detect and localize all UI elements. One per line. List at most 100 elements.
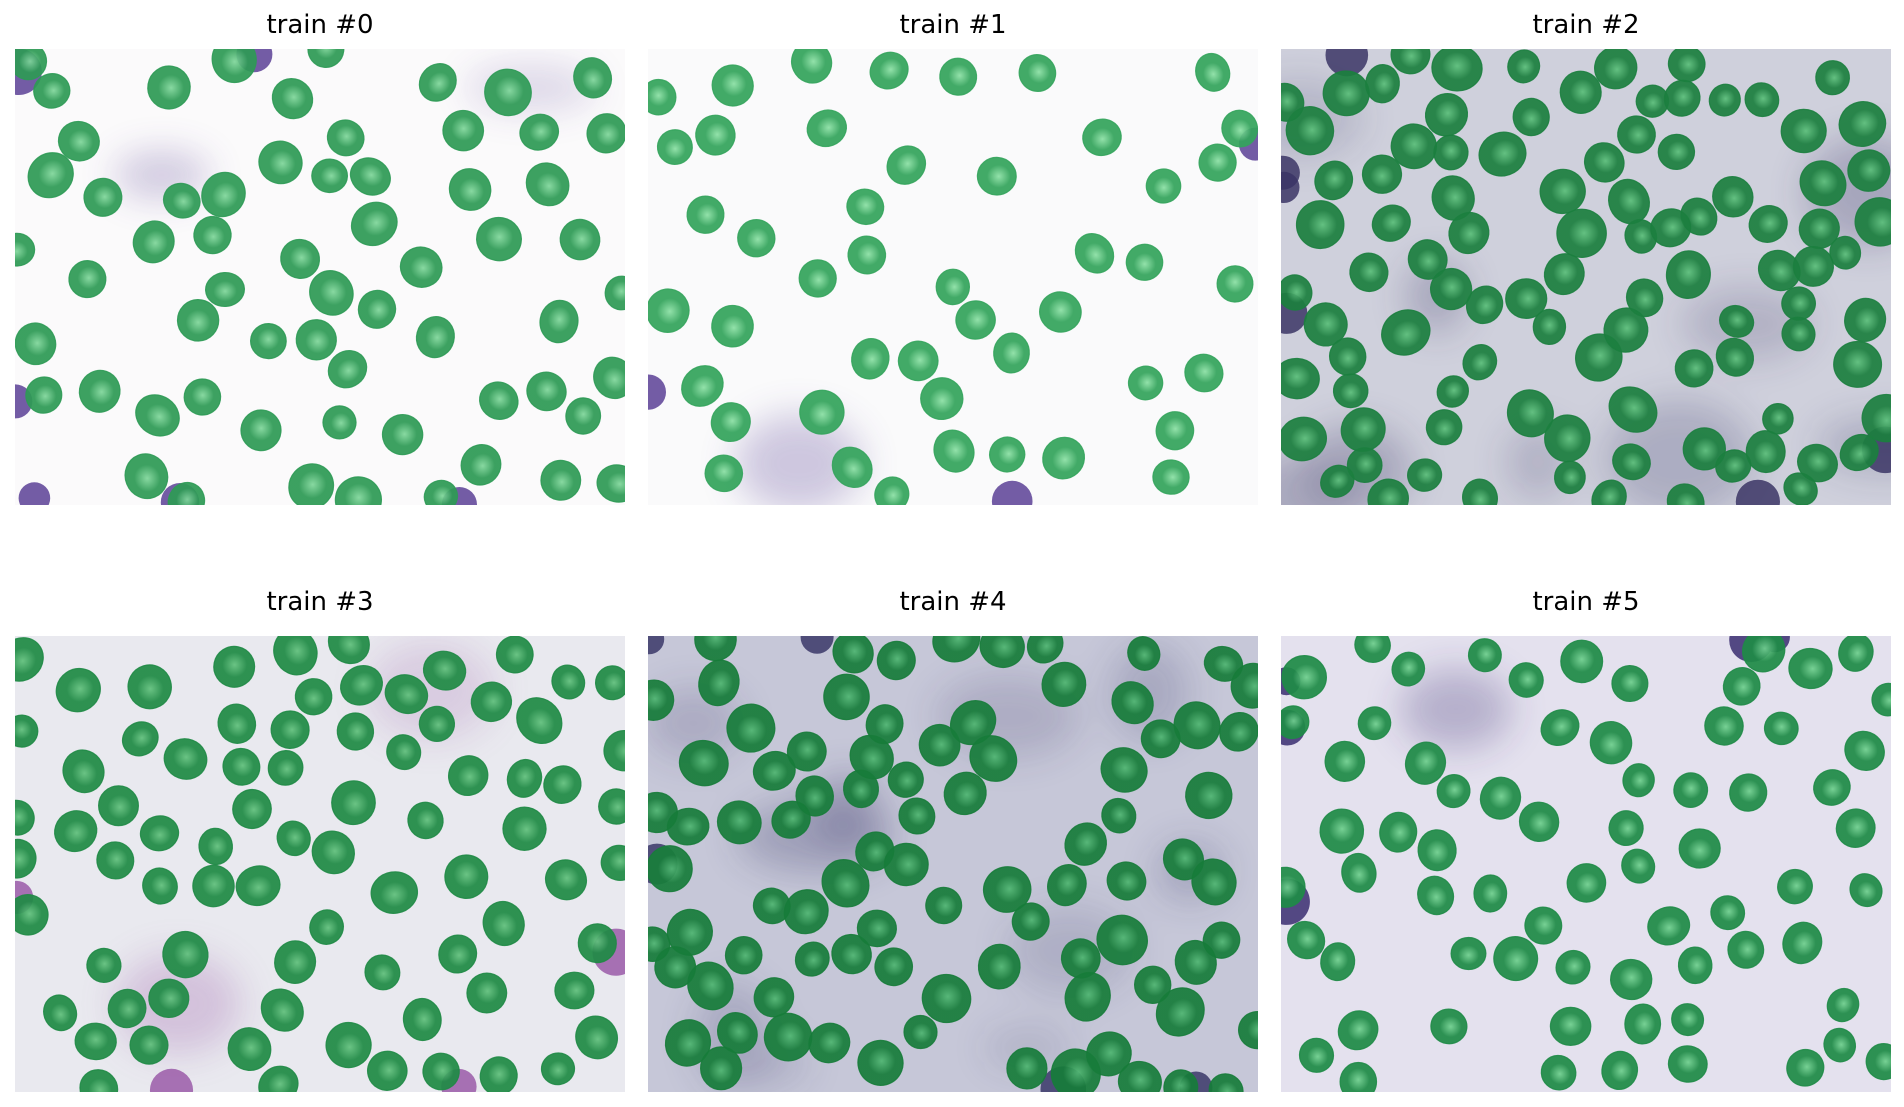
segmentation-masks [1281, 636, 1891, 1092]
cell-mask [1006, 1047, 1048, 1090]
cell-mask [1729, 773, 1768, 812]
panel-title: train #2 [1532, 10, 1640, 40]
cell-mask [1663, 79, 1701, 117]
cell-mask [865, 704, 904, 745]
blood-smear-svg [648, 636, 1258, 1092]
cell-mask [288, 463, 335, 505]
cell-mask [593, 356, 625, 400]
cell-mask [327, 636, 370, 665]
cell-mask [846, 188, 885, 226]
cell-mask [1221, 109, 1258, 148]
cell-mask [340, 665, 383, 706]
cell-mask [1117, 1060, 1162, 1092]
cell-mask [124, 453, 169, 500]
cell-mask [15, 714, 39, 748]
cell-mask [1152, 459, 1190, 495]
cell-mask [325, 1022, 372, 1069]
cell-mask [594, 665, 625, 701]
cell-mask [1322, 70, 1370, 117]
panel-title: train #0 [266, 10, 374, 40]
cell-mask [1556, 208, 1607, 259]
cell-mask [402, 997, 442, 1042]
segmentation-masks [15, 49, 625, 505]
cell-mask [1624, 1003, 1662, 1045]
cell-mask [211, 49, 257, 84]
cell-mask [15, 322, 57, 366]
cell-mask [1039, 291, 1082, 333]
cell-mask [989, 436, 1026, 473]
cell-mask [648, 845, 693, 893]
cell-mask [1320, 942, 1356, 982]
cell-mask [139, 815, 180, 852]
cell-mask [874, 947, 914, 987]
cell-mask [1106, 861, 1147, 901]
cell-mask [1608, 386, 1658, 433]
cell-mask [334, 476, 382, 505]
cell-mask [1390, 123, 1437, 170]
cell-mask [466, 972, 508, 1014]
cell-mask [506, 758, 543, 798]
cell-mask [887, 761, 924, 798]
cell-mask [554, 971, 595, 1010]
cell-mask [540, 1052, 576, 1086]
cell-mask [1328, 337, 1367, 376]
cell-mask [1518, 801, 1560, 843]
cell-mask [1018, 54, 1057, 92]
segmentation-masks [15, 636, 625, 1092]
cell-mask [664, 1019, 712, 1067]
cell-mask [1286, 920, 1326, 960]
cell-mask [1133, 965, 1172, 1004]
cell-mask [1799, 160, 1847, 207]
cell-mask [1357, 706, 1392, 741]
cell-mask [1479, 776, 1522, 820]
cell-mask [422, 650, 467, 691]
cell-mask [979, 636, 1025, 669]
cell-mask [270, 710, 310, 750]
cell-mask [1100, 747, 1148, 793]
cell-mask [1381, 309, 1431, 356]
cell-mask [695, 114, 736, 156]
cell-mask [977, 943, 1021, 990]
cell-mask [1650, 208, 1692, 248]
cell-mask [1298, 1037, 1335, 1073]
cell-mask [1792, 245, 1834, 287]
cell-mask [1715, 449, 1752, 483]
cell-mask [132, 220, 175, 264]
segmentation-masks [1281, 49, 1891, 505]
cell-mask [43, 994, 78, 1032]
cell-mask [932, 636, 981, 663]
cell-mask [1583, 142, 1625, 183]
cell-mask [1391, 651, 1426, 687]
cell-mask [1666, 483, 1705, 505]
cell-mask [1493, 936, 1539, 982]
cell-mask [1508, 662, 1544, 698]
cell-mask [1026, 636, 1064, 664]
cell-mask [704, 454, 744, 493]
segmentation-masks [648, 49, 1258, 505]
cell-mask [925, 886, 963, 925]
cell-mask [666, 908, 713, 956]
cell-mask [1555, 949, 1591, 985]
cell-mask [15, 838, 37, 879]
cell-mask [897, 340, 939, 382]
cell-mask [686, 195, 725, 234]
cell-mask [1786, 1048, 1825, 1087]
cell-mask [1125, 243, 1164, 281]
cell-mask [1560, 639, 1604, 684]
cell-mask [384, 674, 429, 715]
cell-mask [1601, 1050, 1639, 1091]
cell-mask [1064, 822, 1108, 866]
cell-mask [258, 1065, 299, 1092]
cell-mask [1704, 706, 1744, 746]
cell-mask [874, 476, 910, 505]
cell-mask [1340, 407, 1386, 452]
cell-mask [1708, 83, 1741, 117]
cell-mask [222, 747, 261, 786]
cell-mask [470, 681, 513, 723]
cell-mask [716, 1012, 758, 1054]
cell-mask [422, 1052, 460, 1091]
cell-mask [823, 673, 870, 721]
cell-mask [1430, 268, 1473, 311]
cell-mask [399, 246, 443, 288]
cell-mask [1473, 874, 1508, 913]
